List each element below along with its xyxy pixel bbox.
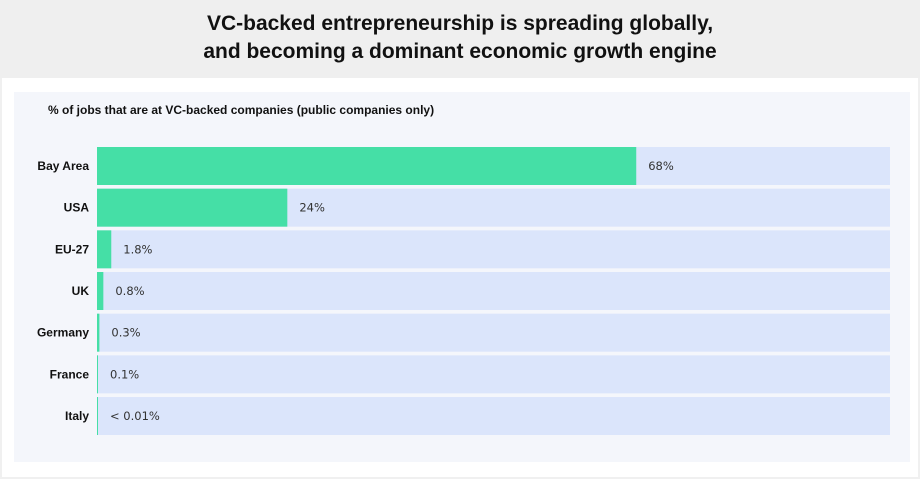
- bar-eu-27: [97, 230, 112, 269]
- bar-germany: [97, 313, 100, 352]
- bar-uk: [97, 272, 104, 311]
- bar-track-germany: [97, 313, 890, 352]
- value-label-usa: 24%: [299, 201, 325, 215]
- value-label-uk: 0.8%: [115, 284, 144, 298]
- bar-track-italy: [97, 397, 890, 436]
- bar-track-uk: [97, 272, 890, 311]
- chart-title-line-2: and becoming a dominant economic growth …: [203, 40, 717, 63]
- category-label-uk: UK: [72, 284, 90, 298]
- value-label-france: 0.1%: [110, 367, 139, 381]
- category-label-italy: Italy: [65, 409, 89, 423]
- value-label-italy: < 0.01%: [110, 409, 160, 423]
- category-label-bay-area: Bay Area: [37, 159, 89, 173]
- chart-subtitle: % of jobs that are at VC-backed companie…: [48, 103, 435, 117]
- bar-track-france: [97, 355, 890, 394]
- category-label-germany: Germany: [37, 326, 89, 340]
- chart-title-line-1: VC-backed entrepreneurship is spreading …: [206, 12, 714, 35]
- value-label-bay-area: 68%: [648, 159, 674, 173]
- title-block: VC-backed entrepreneurship is spreading …: [0, 10, 920, 66]
- value-label-eu-27: 1.8%: [123, 242, 152, 256]
- header: VC-backed entrepreneurship is spreading …: [0, 0, 920, 78]
- bar-track-eu-27: [97, 230, 890, 269]
- bar-usa: [97, 188, 288, 227]
- bar-italy: [97, 397, 98, 436]
- value-label-germany: 0.3%: [111, 326, 140, 340]
- bar-bay-area: [97, 147, 637, 185]
- category-label-france: France: [50, 367, 90, 381]
- bar-france: [97, 355, 98, 394]
- category-label-usa: USA: [64, 201, 90, 215]
- category-label-eu-27: EU-27: [55, 242, 89, 256]
